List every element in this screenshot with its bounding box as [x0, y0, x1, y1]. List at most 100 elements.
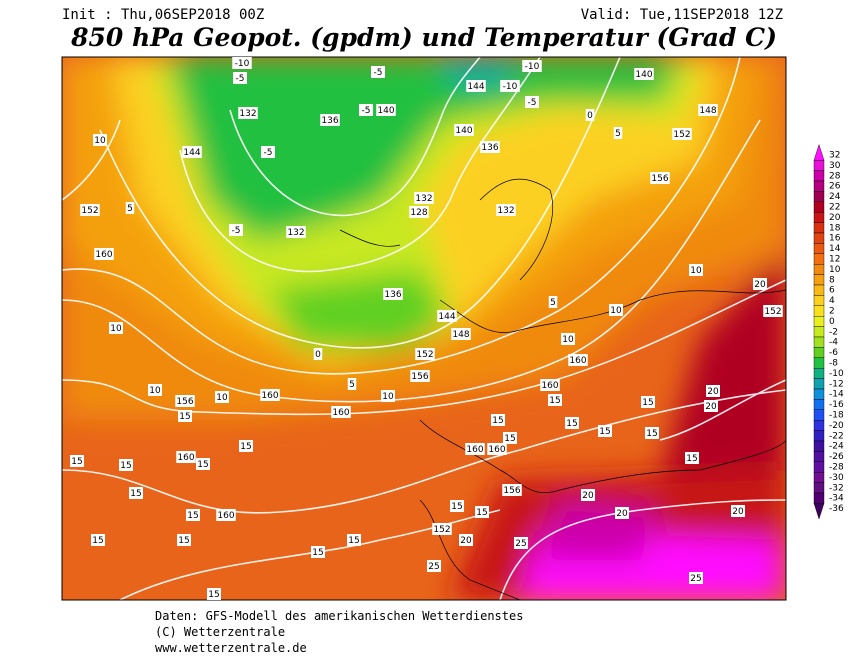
contour-label-box [454, 124, 474, 136]
contour-label: 15 [312, 548, 323, 558]
colorbar-swatch [813, 326, 825, 338]
contour-label-box [514, 537, 528, 549]
contour-label-box [581, 489, 595, 501]
contour-label-box [347, 534, 361, 546]
contour-labels: -10 -5 -5 -10 140 -5 0 148 144 -10 132 136 -5 140 144 -… [70, 57, 783, 600]
colorbar-label: -14 [829, 390, 844, 400]
contour-label-box [91, 534, 105, 546]
contour-label-box [148, 384, 162, 396]
contour-label: 156 [176, 397, 193, 407]
contour-label: 25 [515, 539, 526, 549]
contour-label-box [615, 507, 629, 519]
colorbar-label: -16 [829, 400, 844, 410]
colorbar-label: -34 [829, 494, 844, 504]
contour-label: 5 [550, 298, 556, 308]
colorbar-swatch [813, 284, 825, 296]
contour-label: 10 [149, 386, 161, 396]
colorbar-swatch [813, 472, 825, 483]
colorbar-label: -32 [829, 483, 844, 493]
colorbar-label: 10 [829, 265, 841, 275]
contour-label: 132 [415, 194, 432, 204]
contour-label-box [641, 396, 655, 408]
contour-label-box [496, 204, 516, 216]
colorbar-swatch [813, 232, 825, 244]
contour-label: 20 [460, 536, 472, 546]
contour-label: 5 [615, 129, 621, 139]
contour-label: 15 [549, 396, 560, 406]
colorbar-label: 18 [829, 223, 841, 233]
contour-label: 160 [488, 445, 505, 455]
colorbar-swatch [813, 222, 825, 234]
colorbar-label: 20 [829, 213, 841, 223]
contour-label: 128 [410, 208, 427, 218]
contour-label: -10 [235, 59, 250, 69]
colorbar-label: 28 [829, 171, 841, 181]
colorbar-swatch [813, 170, 825, 182]
contour-label: 136 [321, 116, 338, 126]
contour-label: 132 [287, 228, 304, 238]
contour-label: 160 [261, 391, 278, 401]
contour-label: 140 [377, 106, 394, 116]
map-field [62, 57, 786, 600]
valid-text: Valid: Tue,11SEP2018 12Z [581, 7, 783, 23]
contour-label-box [320, 114, 340, 126]
contour-label: 15 [71, 457, 82, 467]
contour-label-box [410, 370, 430, 382]
contour-label-box [233, 72, 247, 84]
colorbar-label: 2 [829, 307, 835, 317]
contour-label-box [80, 204, 100, 216]
contour-label-box [376, 104, 396, 116]
contour-label: 160 [466, 445, 483, 455]
contour-label-box [311, 546, 325, 558]
contour-label: 10 [216, 393, 228, 403]
contour-label-box [94, 248, 114, 260]
contour-label: 132 [239, 109, 256, 119]
colorbar-label: 12 [829, 255, 840, 265]
contour-label-box [689, 572, 703, 584]
colorbar-swatch [813, 357, 825, 369]
colorbar-label: -8 [829, 359, 838, 369]
contour-label: 15 [130, 489, 141, 499]
contour-label-box [466, 80, 486, 92]
contour-label-box [704, 400, 718, 412]
colorbar-label: -10 [829, 369, 844, 379]
colorbar-label: 0 [829, 317, 835, 327]
contour-label-box [568, 354, 588, 366]
colorbar-swatch [813, 305, 825, 317]
contour-label-box [261, 146, 275, 158]
contour-label: 5 [127, 204, 133, 214]
footer-line: www.wetterzentrale.de [155, 641, 307, 655]
colorbar-swatch [813, 159, 825, 171]
footer-line: Daten: GFS-Modell des amerikanischen Wet… [155, 609, 523, 623]
contour-label: 15 [187, 511, 198, 521]
colorbar-swatch [813, 378, 825, 390]
contour-label: 152 [673, 130, 690, 140]
contour-label-box [465, 443, 485, 455]
colorbar-swatch [813, 482, 825, 494]
contour-label-box [125, 202, 135, 214]
colorbar-label: -28 [829, 463, 844, 473]
contour-label: -10 [525, 62, 540, 72]
contour-label-box [753, 278, 767, 290]
contour-label: 144 [438, 312, 455, 322]
colorbar-swatch [813, 253, 825, 265]
contour-label-box [503, 432, 517, 444]
contour-label: -10 [503, 82, 518, 92]
contour-label-box [525, 96, 539, 108]
contour-label: -5 [236, 74, 245, 84]
contour-label: 10 [110, 324, 122, 334]
colorbar-label: 26 [829, 182, 841, 192]
contour-label-box [540, 379, 560, 391]
contour-label-box [239, 440, 253, 452]
contour-label-box [70, 455, 84, 467]
footer-line: (C) Wetterzentrale [155, 625, 285, 639]
colorbar-swatch [813, 451, 825, 462]
contour-label-box [475, 506, 489, 518]
contour-label-box [487, 443, 507, 455]
contour-label: 15 [642, 398, 653, 408]
colorbar-label: 24 [829, 192, 841, 202]
contour-label: 15 [348, 536, 359, 546]
contour-label-box [698, 104, 718, 116]
contour-label: 15 [566, 419, 577, 429]
contour-label: 15 [179, 412, 190, 422]
